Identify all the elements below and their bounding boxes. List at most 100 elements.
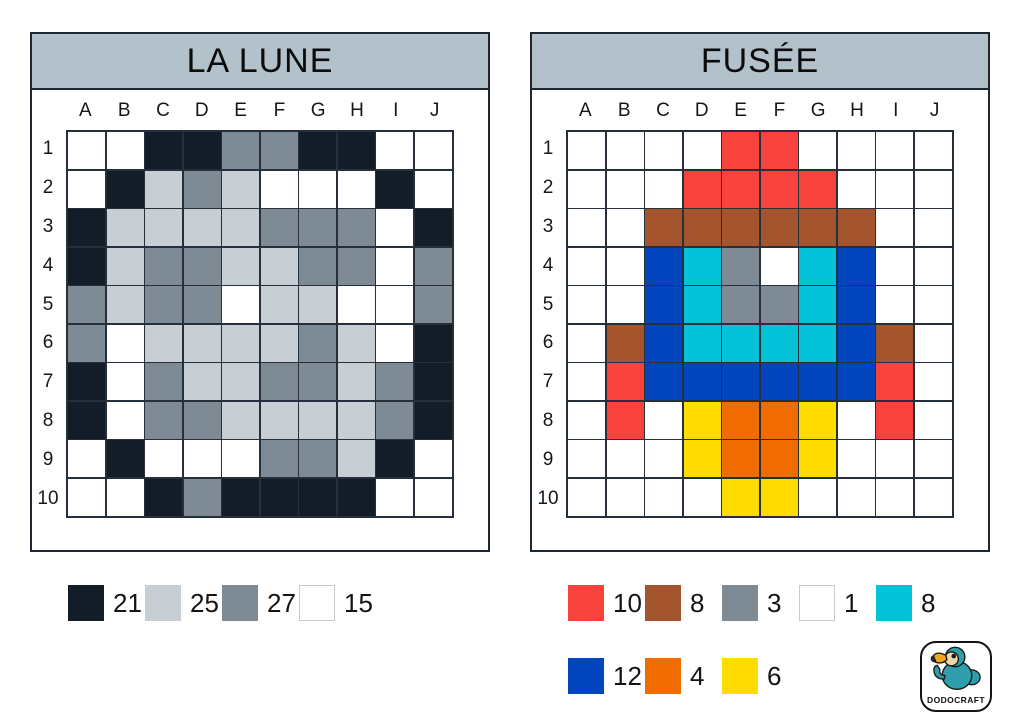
grid-cell-I8	[876, 401, 913, 439]
grid-cell-D8	[683, 401, 721, 439]
yellow-swatch	[722, 658, 758, 694]
grid-cell-A10	[568, 478, 605, 516]
pixel-grid-la-lune	[66, 130, 454, 518]
grid-cell-F1	[760, 132, 798, 169]
legend-item-light-gray: 25	[145, 585, 222, 621]
grid-cell-A4	[568, 247, 605, 285]
grid-cell-I8	[376, 401, 413, 439]
grid-cell-G6	[799, 324, 836, 362]
pixel-grid-fusee	[566, 130, 954, 518]
column-label-D: D	[694, 100, 709, 121]
grid-cell-G2	[299, 170, 336, 208]
column-headers-fusee: A B C D E F G H I J	[566, 92, 954, 130]
legend-item-gray: 3	[722, 585, 799, 621]
grid-cell-J7	[914, 363, 952, 400]
column-label-E: E	[734, 100, 747, 121]
row-label-1: 1	[542, 138, 554, 160]
grid-cell-F3	[260, 209, 298, 246]
grid-cell-A2	[568, 170, 605, 208]
row-label-5: 5	[542, 293, 554, 315]
column-label-C: C	[156, 100, 170, 121]
grid-cell-B2	[606, 170, 644, 208]
panel-title-la-lune: LA LUNE	[32, 34, 488, 90]
brown-swatch	[645, 585, 681, 621]
grid-cell-J2	[914, 170, 952, 208]
grid-cell-D2	[683, 170, 721, 208]
grid-cell-G5	[799, 286, 836, 323]
grid-cell-B5	[106, 286, 144, 323]
red-swatch	[568, 585, 604, 621]
row-label-2: 2	[542, 177, 554, 199]
legend-item-white: 1	[799, 585, 876, 621]
grid-cell-A7	[568, 363, 605, 400]
row-label-10: 10	[537, 487, 559, 509]
grid-cell-B5	[606, 286, 644, 323]
grid-cell-J1	[414, 132, 452, 169]
grid-cell-A6	[68, 324, 105, 362]
grid-cell-J6	[914, 324, 952, 362]
column-headers-la-lune: A B C D E F G H I J	[66, 92, 454, 130]
row-label-6: 6	[42, 332, 54, 354]
grid-cell-I5	[376, 286, 413, 323]
grid-cell-I9	[876, 440, 913, 477]
grid-cell-C8	[645, 401, 682, 439]
grid-cell-B7	[106, 363, 144, 400]
grid-cell-G1	[299, 132, 336, 169]
grid-cell-E2	[222, 170, 259, 208]
grid-cell-E8	[722, 401, 759, 439]
grid-cell-G7	[299, 363, 336, 400]
grid-cell-C2	[645, 170, 682, 208]
grid-cell-J8	[414, 401, 452, 439]
grid-cell-A5	[68, 286, 105, 323]
grid-cell-I6	[876, 324, 913, 362]
grid-cell-G10	[299, 478, 336, 516]
grid-cell-F6	[760, 324, 798, 362]
grid-cell-A4	[68, 247, 105, 285]
grid-cell-G7	[799, 363, 836, 400]
panel-title-fusee: FUSÉE	[532, 34, 988, 90]
column-label-F: F	[273, 100, 286, 121]
row-label-4: 4	[542, 254, 554, 276]
grid-cell-F5	[260, 286, 298, 323]
blue-swatch	[568, 658, 604, 694]
row-label-3: 3	[542, 215, 554, 237]
grid-cell-A1	[568, 132, 605, 169]
legend-item-white: 15	[299, 585, 376, 621]
grid-cell-F10	[760, 478, 798, 516]
grid-cell-B9	[606, 440, 644, 477]
grid-cell-I3	[376, 209, 413, 246]
grid-cell-F2	[260, 170, 298, 208]
grid-cell-F3	[760, 209, 798, 246]
grid-cell-D1	[683, 132, 721, 169]
grid-cell-I1	[376, 132, 413, 169]
column-label-J: J	[429, 100, 440, 121]
column-label-I: I	[393, 100, 399, 121]
grid-cell-A8	[568, 401, 605, 439]
grid-cell-I6	[376, 324, 413, 362]
grid-cell-D5	[683, 286, 721, 323]
grid-cell-E8	[222, 401, 259, 439]
grid-cell-H6	[837, 324, 875, 362]
grid-cell-D10	[183, 478, 221, 516]
grid-cell-I2	[876, 170, 913, 208]
grid-cell-F9	[260, 440, 298, 477]
grid-cell-B3	[106, 209, 144, 246]
grid-cell-C5	[145, 286, 182, 323]
grid-cell-G9	[799, 440, 836, 477]
grid-cell-G1	[799, 132, 836, 169]
grid-cell-E10	[222, 478, 259, 516]
grid-cell-E1	[722, 132, 759, 169]
grid-cell-J7	[414, 363, 452, 400]
logo-text: DODOCRAFT	[927, 695, 985, 705]
legend-count-orange: 4	[690, 660, 705, 691]
grid-cell-H10	[337, 478, 375, 516]
grid-cell-J9	[414, 440, 452, 477]
column-label-G: G	[810, 100, 826, 121]
legend-count-gray: 3	[767, 587, 782, 618]
grid-cell-F4	[260, 247, 298, 285]
grid-cell-G8	[799, 401, 836, 439]
grid-cell-C6	[145, 324, 182, 362]
grid-cell-B1	[106, 132, 144, 169]
legend-count-white: 15	[344, 587, 373, 618]
grid-cell-H3	[337, 209, 375, 246]
